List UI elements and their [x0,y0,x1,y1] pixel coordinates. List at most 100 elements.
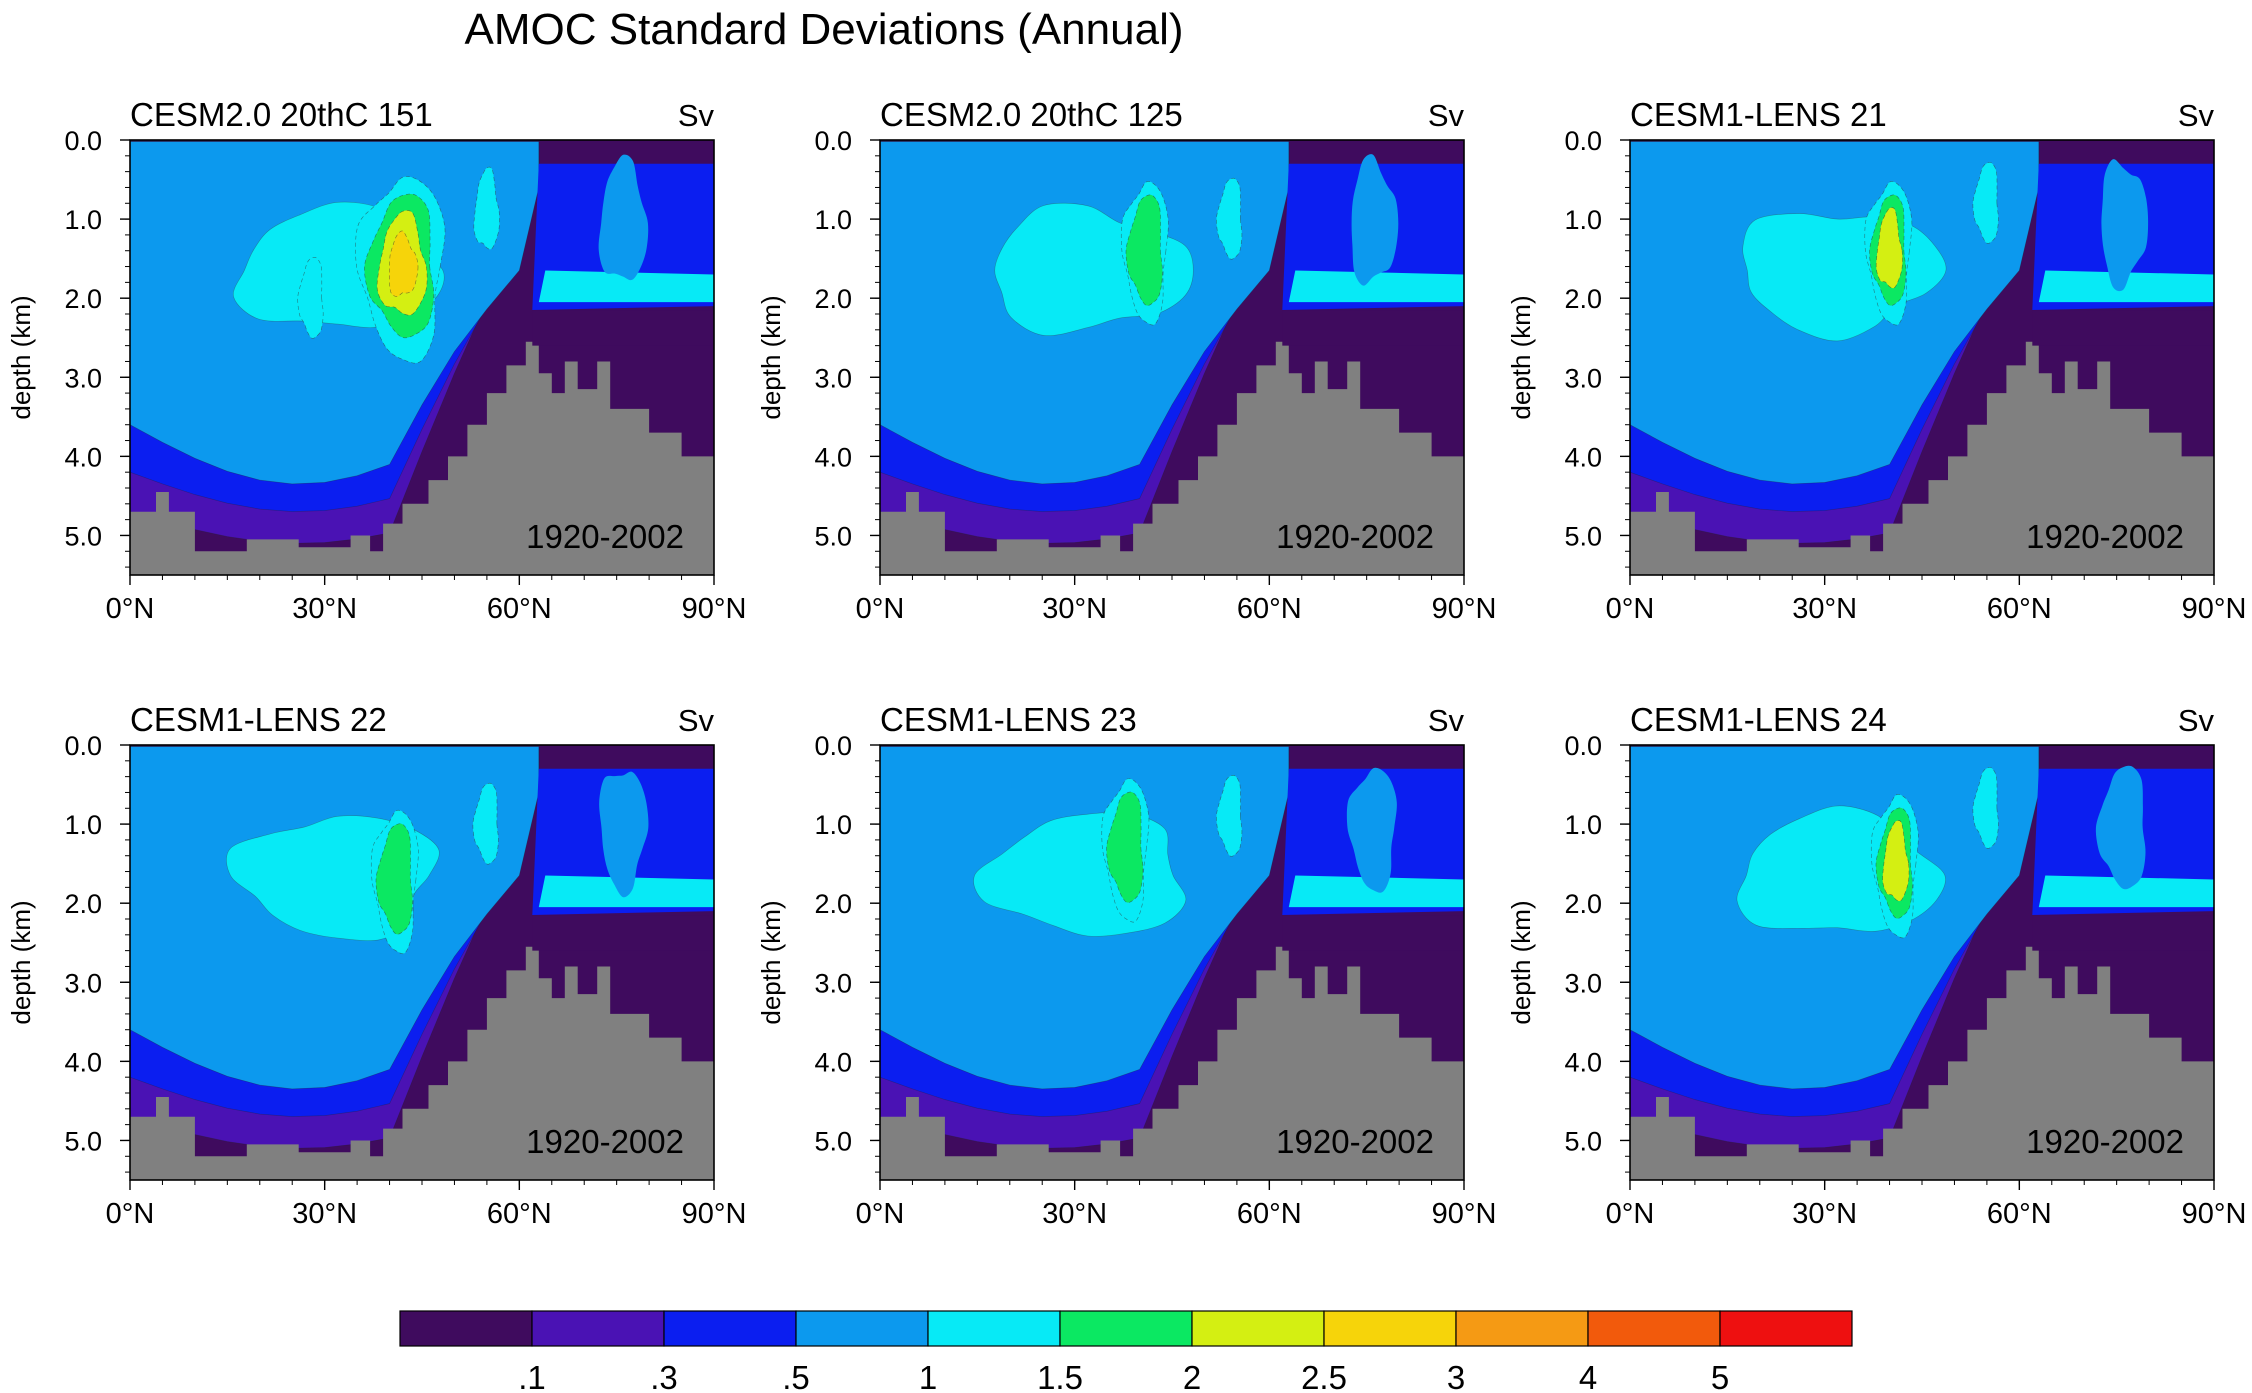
colorbar-swatch-8 [1455,1310,1589,1347]
panel-1: 0°N 30°N 60°N 90°N 0.0 1.0 2.0 3.0 4.0 5.0 depth (… [6,96,746,625]
core-1-level-6 [1882,820,1910,902]
y-tick-label: 1.0 [814,205,852,235]
panel-period: 1920-2002 [526,518,684,555]
panel-units: Sv [678,703,715,738]
colorbar-swatch-10 [1719,1310,1853,1347]
y-tick-label: 3.0 [1564,363,1602,393]
y-tick-label: 0.0 [1564,731,1602,761]
core-1-level-5 [1106,791,1144,903]
nordic-deep-band [2032,310,2214,346]
panel-title: CESM2.0 20thC 151 [130,96,433,133]
panel-plot-area [1630,140,2214,575]
x-tick-label: 0°N [106,1198,155,1230]
y-tick-label: 3.0 [64,968,102,998]
colorbar-swatch-7 [1323,1310,1457,1347]
y-tick-label: 3.0 [814,363,852,393]
nordic-patch [598,154,649,281]
x-tick-label: 0°N [856,1198,905,1230]
core-1-level-7 [389,230,419,297]
y-tick-label: 2.0 [64,889,102,919]
y-tick-label: 1.0 [814,810,852,840]
y-tick-label: 5.0 [814,1126,852,1156]
y-tick-label: 5.0 [64,521,102,551]
panel-plot-area [1630,745,2214,1180]
y-tick-label: 2.0 [1564,889,1602,919]
y-axis-label: depth (km) [6,295,36,419]
panel-6: 0°N 30°N 60°N 90°N 0.0 1.0 2.0 3.0 4.0 5.0 depth (… [1506,701,2246,1230]
y-axis-label: depth (km) [756,900,786,1024]
x-tick-label: 60°N [1987,593,2052,625]
colorbar: .1 .3 .5 1 1.5 2 2.5 3 4 5 [399,1310,1853,1393]
core-2-level-4 [472,782,499,865]
nordic-deep-band [1282,310,1464,346]
nordic-deep-band [2032,915,2214,951]
nordic-patch [1346,767,1397,893]
figure-title: AMOC Standard Deviations (Annual) [465,5,1184,54]
core-1-level-5 [375,823,413,935]
colorbar-swatch-3 [795,1310,929,1347]
x-tick-label: 60°N [487,1198,552,1230]
panel-units: Sv [1428,703,1465,738]
colorbar-label: .5 [782,1359,810,1393]
bathymetry-land [1630,341,2214,575]
panel-5: 0°N 30°N 60°N 90°N 0.0 1.0 2.0 3.0 4.0 5.0 depth (… [756,701,1496,1230]
y-tick-label: 0.0 [1564,126,1602,156]
colorbar-label: 2 [1183,1359,1201,1393]
y-tick-label: 3.0 [1564,968,1602,998]
y-tick-label: 3.0 [814,968,852,998]
panels-grid: 0°N 30°N 60°N 90°N 0.0 1.0 2.0 3.0 4.0 5.0 depth (… [6,96,2246,1230]
bathymetry-land [130,341,714,575]
x-tick-label: 90°N [1432,593,1497,625]
colorbar-swatch-9 [1587,1310,1721,1347]
colorbar-label: .3 [650,1359,678,1393]
core-2-level-4 [1972,767,1999,849]
nordic-deep-band [532,310,714,346]
panel-units: Sv [2178,98,2215,133]
y-axis-label: depth (km) [6,900,36,1024]
core-2-level-4 [297,257,324,339]
x-tick-label: 90°N [2182,1198,2247,1230]
bathymetry-land [1630,946,2214,1180]
panel-plot-area [130,140,714,575]
colorbar-swatch-4 [927,1310,1061,1347]
y-tick-label: 0.0 [64,126,102,156]
nordic-overflow-band [1288,270,1464,303]
x-tick-label: 60°N [1987,1198,2052,1230]
panel-4: 0°N 30°N 60°N 90°N 0.0 1.0 2.0 3.0 4.0 5.0 depth (… [6,701,746,1230]
y-tick-label: 0.0 [814,126,852,156]
x-tick-label: 90°N [1432,1198,1497,1230]
nordic-patch [2095,765,2146,890]
y-tick-label: 5.0 [1564,521,1602,551]
colorbar-label: 3 [1447,1359,1465,1393]
y-tick-label: 4.0 [814,1047,852,1077]
panel-3: 0°N 30°N 60°N 90°N 0.0 1.0 2.0 3.0 4.0 5.0 depth (… [1506,96,2246,625]
bathymetry-land [880,341,1464,575]
x-tick-label: 60°N [1237,593,1302,625]
x-tick-label: 0°N [856,593,905,625]
colorbar-label: 1.5 [1037,1359,1083,1393]
core-2-level-4 [1216,775,1243,857]
x-tick-label: 0°N [106,593,155,625]
x-tick-label: 90°N [2182,593,2247,625]
y-tick-label: 4.0 [814,442,852,472]
core-1-level-6 [1875,207,1903,289]
colorbar-swatch-2 [663,1310,797,1347]
y-tick-label: 4.0 [1564,442,1602,472]
nordic-patch [2101,159,2149,292]
y-tick-label: 1.0 [64,810,102,840]
nordic-deep-band [1282,915,1464,951]
y-tick-label: 4.0 [64,1047,102,1077]
y-tick-label: 5.0 [814,521,852,551]
panel-period: 1920-2002 [2026,1123,2184,1160]
y-axis-label: depth (km) [756,295,786,419]
panel-title: CESM1-LENS 24 [1630,701,1887,738]
y-tick-label: 0.0 [814,731,852,761]
y-tick-label: 2.0 [814,284,852,314]
y-axis-label: depth (km) [1506,295,1536,419]
panel-period: 1920-2002 [526,1123,684,1160]
panel-period: 1920-2002 [2026,518,2184,555]
nordic-deep-band [532,915,714,951]
panel-title: CESM1-LENS 22 [130,701,387,738]
y-tick-label: 2.0 [814,889,852,919]
y-tick-label: 0.0 [64,731,102,761]
